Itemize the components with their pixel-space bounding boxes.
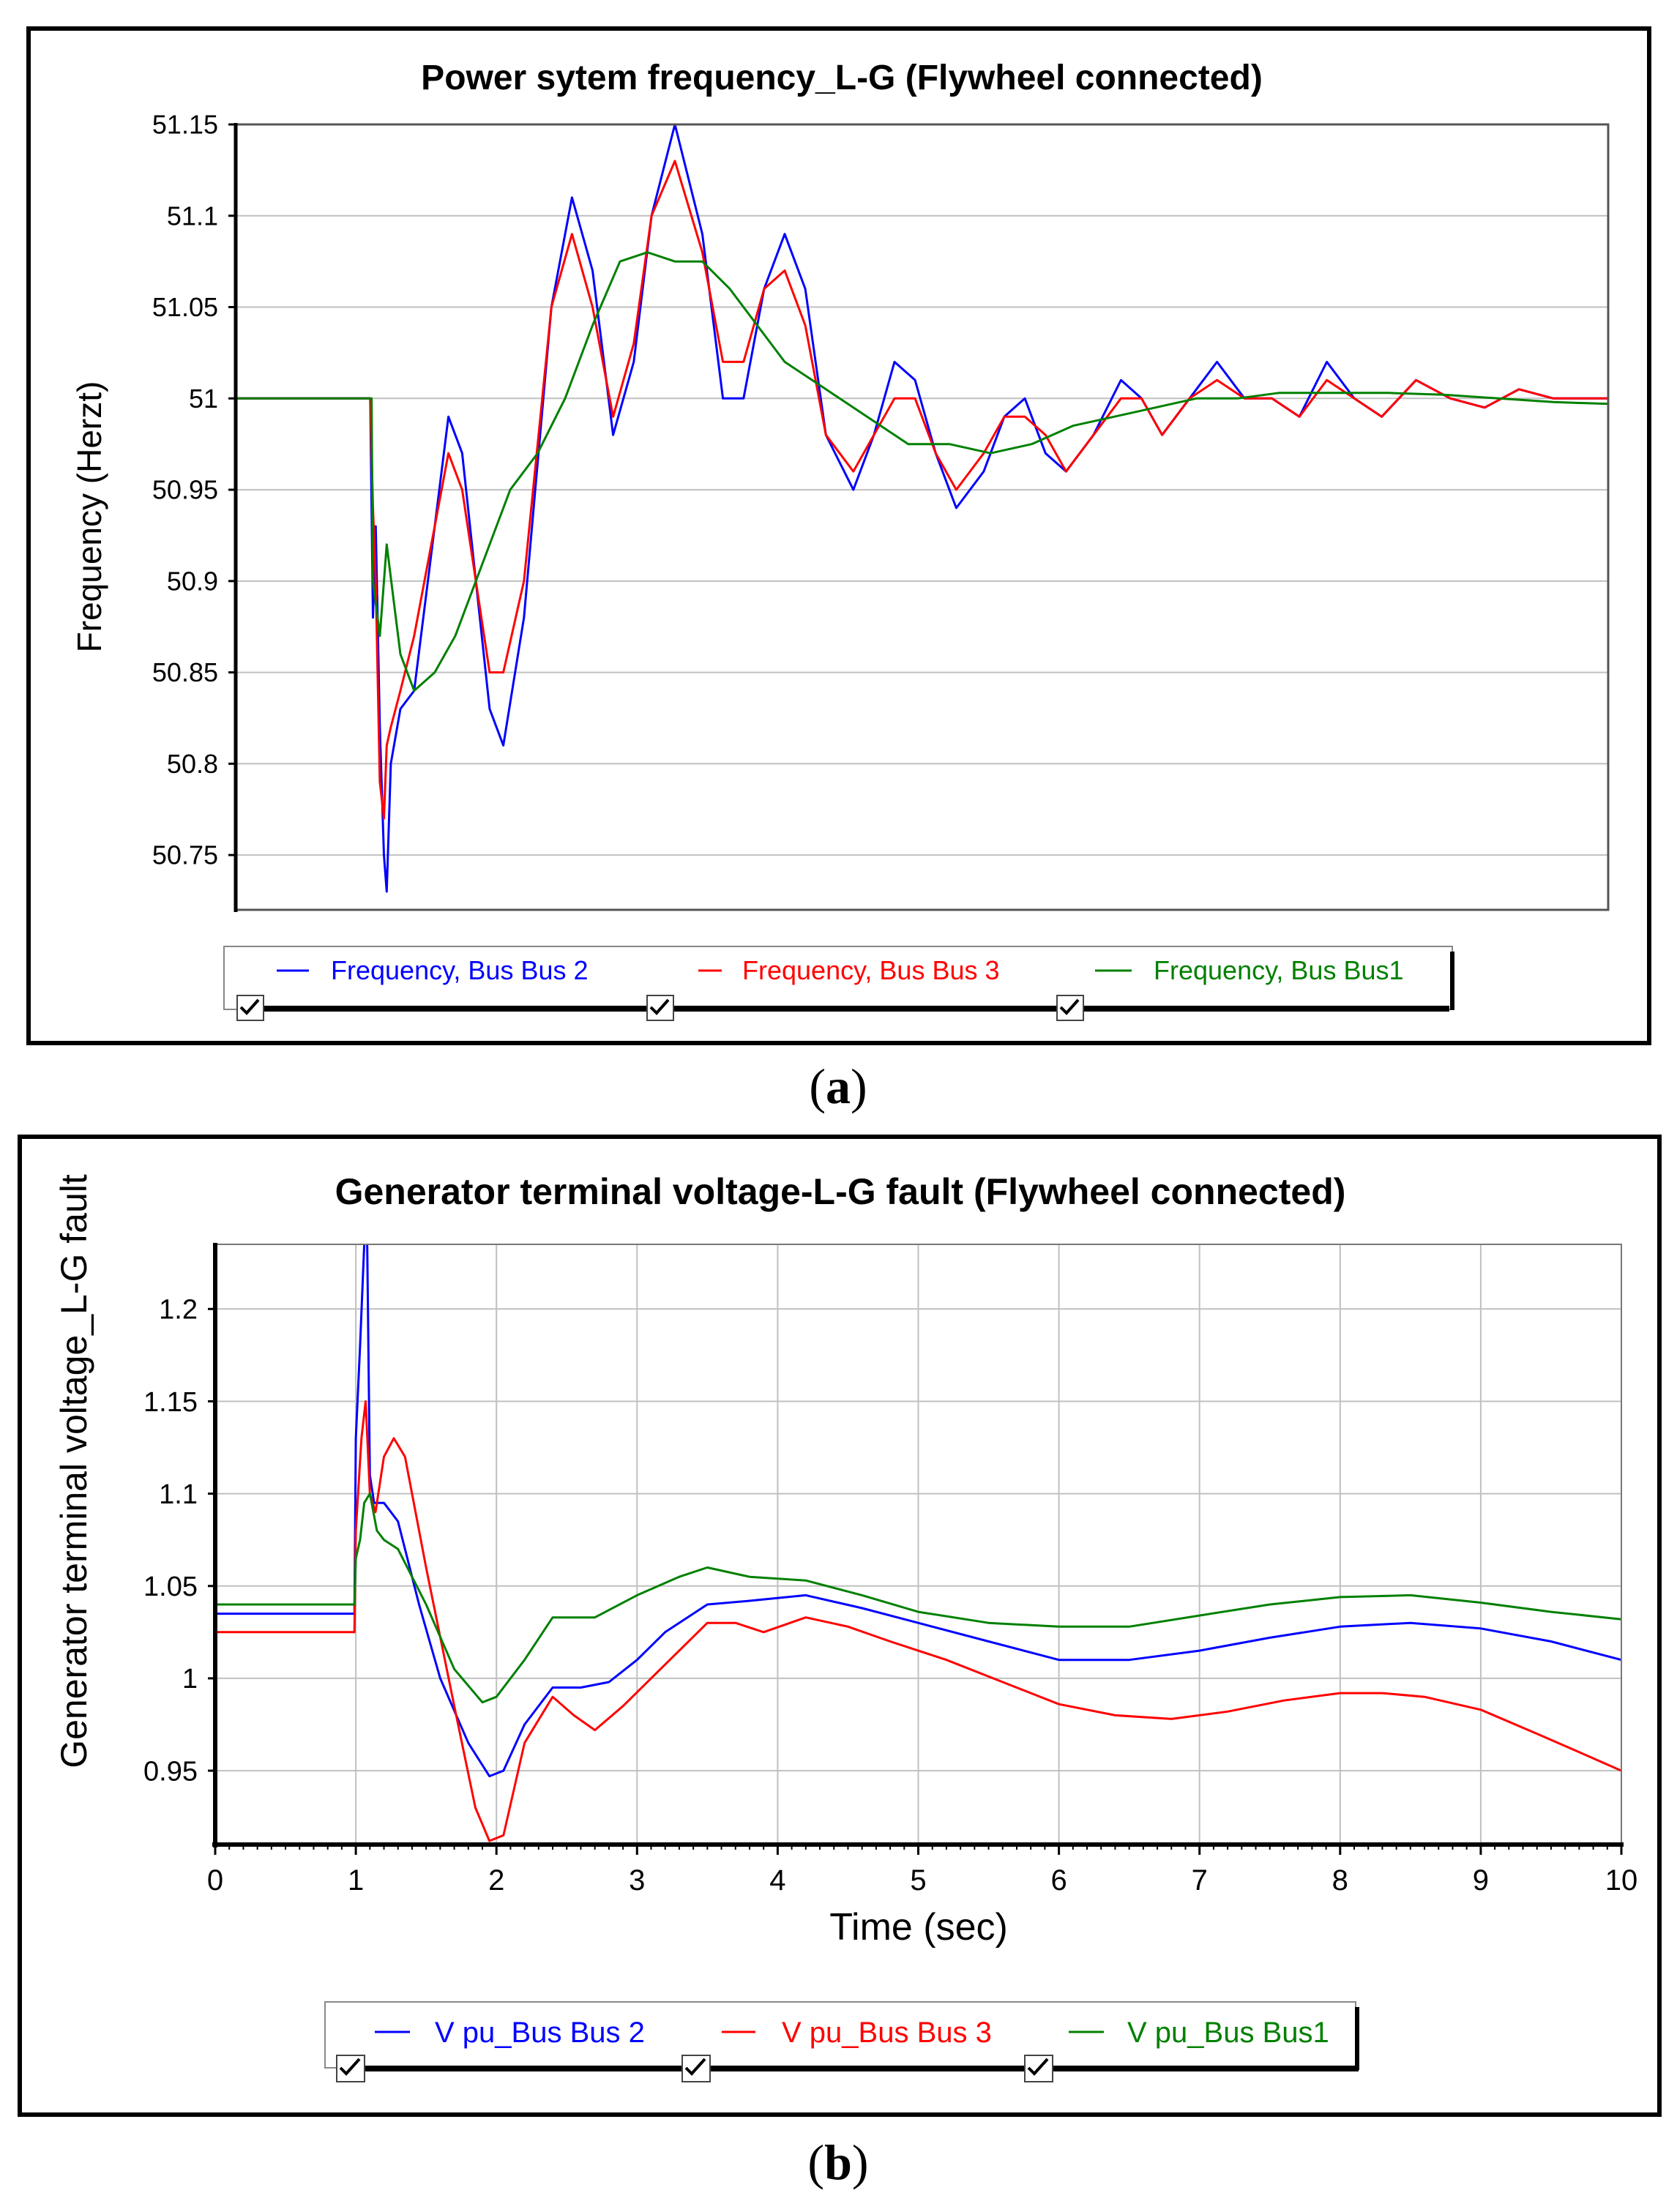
legend-b-item-bus2: V pu_Bus Bus 2 (336, 2017, 645, 2082)
chart-b-legend: V pu_Bus Bus 2 V pu_Bus Bus 3 V pu_Bus B… (324, 2001, 1359, 2082)
chart-b-x-tick-label: 10 (1605, 1864, 1638, 1897)
chart-b-x-tick-label: 4 (769, 1864, 785, 1897)
chart-a-legend: Frequency, Bus Bus 2 Frequency, Bus Bus … (223, 946, 1454, 1021)
panel-a-letter: a (826, 1058, 851, 1114)
chart-a-series-frequency-bus-bus1 (236, 251, 1608, 692)
chart-b-x-tick-label: 5 (910, 1864, 926, 1897)
legend-b-label-bus2: V pu_Bus Bus 2 (435, 2017, 645, 2049)
chart-b-y-tick-label: 1.05 (143, 1572, 198, 1602)
legend-b-item-bus3: V pu_Bus Bus 3 (681, 2017, 992, 2082)
chart-a-series-frequency-bus-bus-2 (236, 124, 1608, 893)
chart-a-y-tick-label: 50.95 (152, 475, 218, 505)
chart-a-ylabel: Frequency (Herzt) (70, 381, 108, 653)
panel-a-frame (26, 26, 1651, 1045)
chart-b-x-tick-label: 3 (629, 1864, 645, 1897)
legend-b-item-bus1: V pu_Bus Bus1 (1024, 2017, 1329, 2082)
chart-b-xlabel: Time (sec) (829, 1906, 1008, 1948)
chart-b: Generator terminal voltage-L-G fault (Fl… (53, 1171, 1637, 2082)
chart-a-title: Power sytem frequency_L-G (Flywheel conn… (421, 59, 1263, 97)
chart-b-y-tick-label: 1 (182, 1664, 198, 1695)
chart-a-series-group (236, 124, 1608, 893)
chart-a-y-tick-label: 50.8 (167, 749, 218, 779)
chart-a: Power sytem frequency_L-G (Flywheel conn… (70, 59, 1610, 1021)
chart-b-y-tick-label: 1.15 (143, 1387, 198, 1418)
chart-b-title: Generator terminal voltage-L-G fault (Fl… (335, 1171, 1346, 1212)
chart-b-series-v-pu-bus-bus1 (215, 1492, 1621, 1704)
legend-a-item-bus1: Frequency, Bus Bus1 (1056, 955, 1404, 1021)
chart-a-plot-area (234, 123, 1610, 911)
chart-b-y-tick-label: 1.2 (159, 1295, 198, 1326)
legend-a-label-bus3: Frequency, Bus Bus 3 (742, 955, 1000, 985)
legend-b-checkbox-bus1[interactable] (1024, 2055, 1053, 2082)
legend-a-label-bus1: Frequency, Bus Bus1 (1154, 955, 1404, 985)
chart-b-x-tick-label: 2 (488, 1864, 504, 1897)
chart-a-y-tick-label: 50.75 (152, 840, 218, 870)
legend-b-checkbox-bus3[interactable] (681, 2055, 711, 2082)
chart-b-series-v-pu-bus-bus-2 (215, 1244, 1621, 1778)
chart-a-y-tick-label: 51.1 (167, 201, 218, 231)
legend-b-label-bus3: V pu_Bus Bus 3 (782, 2017, 992, 2049)
legend-a-checkbox-bus1[interactable] (1056, 995, 1084, 1021)
panel-b-caption: (b) (807, 2134, 869, 2190)
chart-b-x-ticks: 0 1 2 3 4 5 6 7 8 9 10 (207, 1845, 1637, 1897)
chart-b-ylabel: Generator terminal voltage_L-G fault (53, 1174, 94, 1768)
chart-b-y-ticks: 1.2 1.15 1.1 1.05 1 0.95 (143, 1295, 215, 1787)
chart-a-y-tick-label: 50.9 (167, 566, 218, 596)
chart-b-x-tick-label: 9 (1473, 1864, 1489, 1897)
chart-b-y-tick-label: 1.1 (159, 1479, 198, 1510)
chart-a-y-tick-label: 50.85 (152, 657, 218, 687)
chart-a-y-tick-label: 51.15 (152, 110, 218, 140)
legend-a-checkbox-bus3[interactable] (646, 995, 674, 1021)
panel-a-caption: (a) (809, 1058, 867, 1114)
legend-a-item-bus3: Frequency, Bus Bus 3 (646, 955, 1000, 1021)
legend-b-checkbox-bus2[interactable] (336, 2055, 365, 2082)
panel-b-letter: b (824, 2134, 852, 2190)
chart-b-y-tick-label: 0.95 (143, 1756, 198, 1787)
chart-a-y-tick-label: 51.05 (152, 292, 218, 322)
legend-a-item-bus2: Frequency, Bus Bus 2 (236, 955, 589, 1021)
chart-a-y-tick-label: 51 (189, 384, 218, 414)
chart-b-x-tick-label: 7 (1192, 1864, 1208, 1897)
legend-b-label-bus1: V pu_Bus Bus1 (1127, 2017, 1329, 2049)
legend-a-checkbox-bus2[interactable] (236, 995, 264, 1021)
chart-b-x-tick-label: 1 (348, 1864, 364, 1897)
chart-b-x-tick-label: 6 (1050, 1864, 1067, 1897)
chart-b-x-tick-label: 0 (207, 1864, 223, 1897)
chart-b-gridlines (214, 1244, 1622, 1845)
chart-a-series-frequency-bus-bus-3 (236, 160, 1608, 820)
chart-a-y-ticks: 51.15 51.1 51.05 51 50.95 50.9 50.85 50.8 50.75 (152, 110, 236, 870)
chart-b-series-group (215, 1244, 1621, 1842)
chart-b-series-v-pu-bus-bus-3 (215, 1400, 1621, 1842)
chart-b-x-tick-label: 8 (1332, 1864, 1348, 1897)
legend-a-label-bus2: Frequency, Bus Bus 2 (331, 955, 589, 985)
